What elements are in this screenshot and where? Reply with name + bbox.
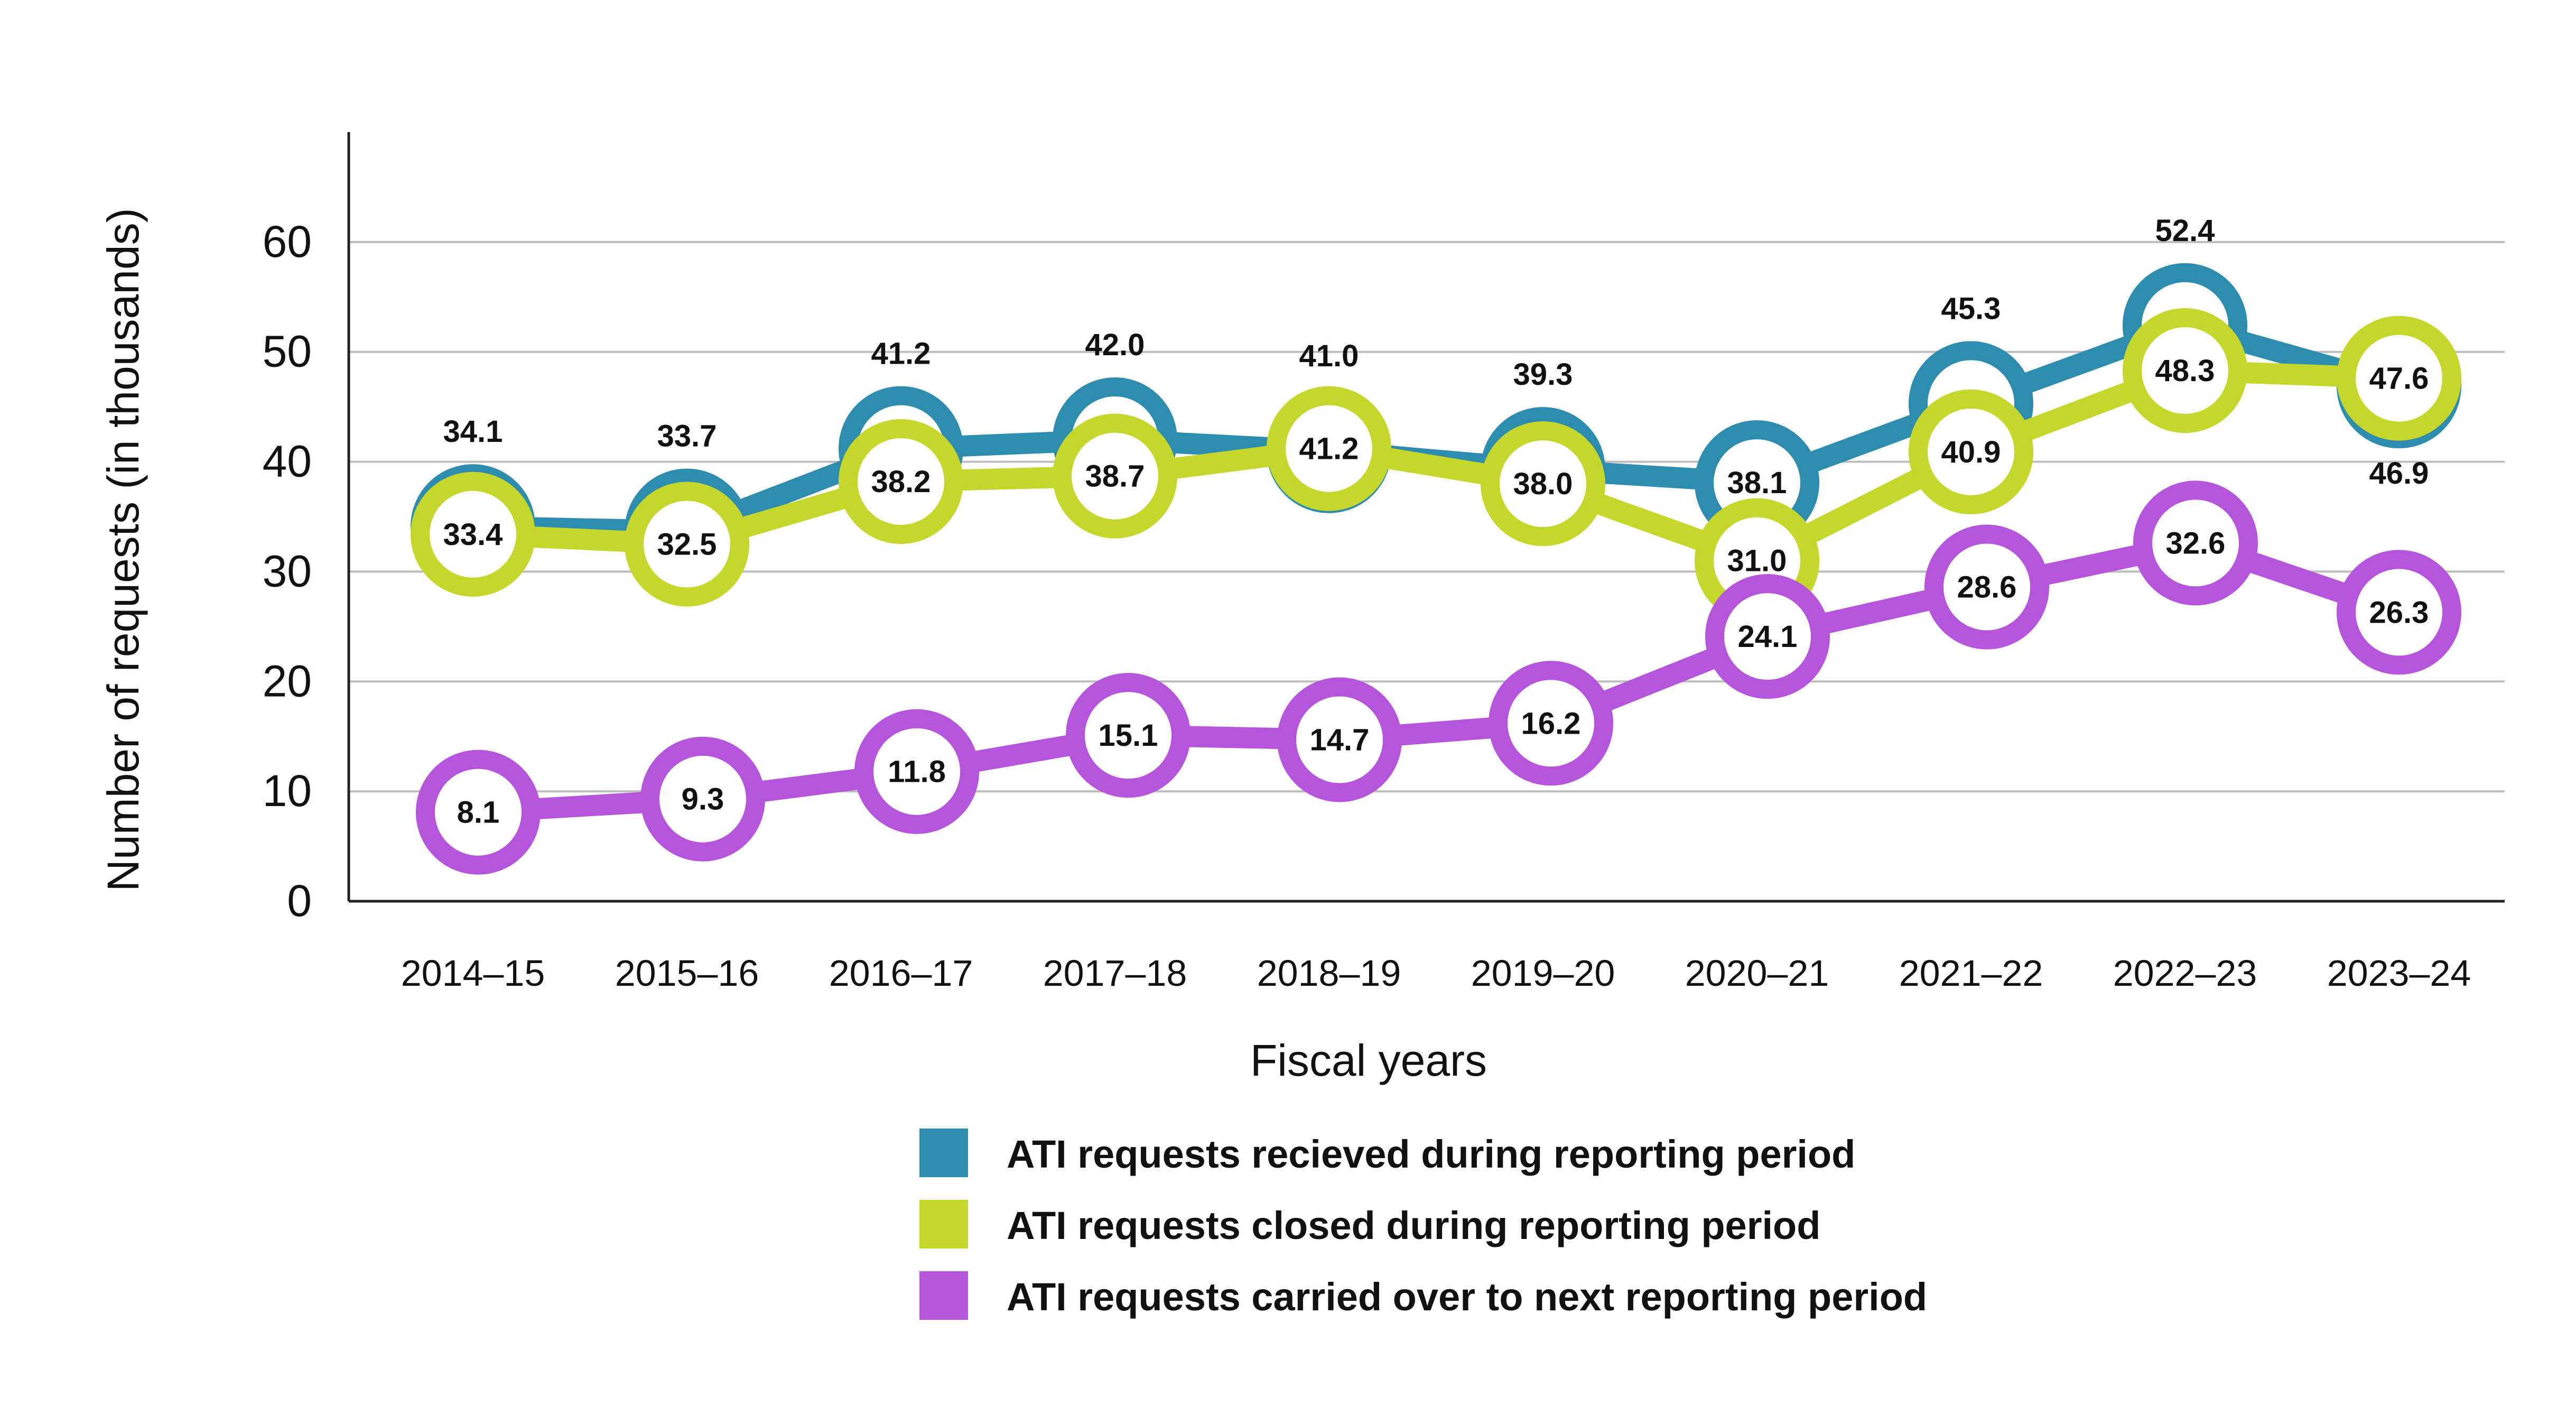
series-3-data-label-2023–24: 26.3	[2369, 595, 2429, 630]
x-tick-label-2020–21: 2020–21	[1685, 952, 1829, 994]
series-2-data-label-2019–20: 38.0	[1513, 467, 1573, 501]
series-2-point-2019–20	[1481, 421, 1605, 547]
series-1-data-label-2016–17: 41.2	[871, 337, 931, 371]
x-tick-label-2014–15: 2014–15	[401, 952, 545, 994]
series-3-line	[468, 532, 2410, 823]
legend-swatch-3	[919, 1271, 968, 1320]
series-3-data-label-2019–20: 16.2	[1521, 706, 1581, 741]
series-2: 33.4 32.5 38.2 38.7 41.2 38.0 31.0 40.9 48.3 47.6	[411, 308, 2461, 623]
series-2-data-label-2014–15: 33.4	[443, 517, 503, 552]
series-2-point-2018–19	[1267, 386, 1391, 511]
series-3-data-label-2014–15: 8.1	[457, 796, 500, 830]
series-1-data-label-2014–15: 34.1	[443, 414, 503, 449]
x-tick-label-2019–20: 2019–20	[1471, 952, 1615, 994]
series-3-data-label-2020–21: 24.1	[1738, 619, 1798, 654]
legend-label-1: ATI requests recieved during reporting p…	[1007, 1132, 1855, 1176]
y-tick-label-40: 40	[263, 437, 312, 486]
series-2-data-label-2022–23: 48.3	[2155, 354, 2215, 388]
series-2-data-label-2017–18: 38.7	[1085, 459, 1145, 494]
series-3-point-2019–20	[1489, 661, 1613, 786]
y-tick-label-30: 30	[263, 546, 312, 596]
legend: ATI requests recieved during reporting p…	[919, 1129, 1927, 1320]
y-tick-label-20: 20	[263, 656, 312, 706]
series-2-data-label-2018–19: 41.2	[1299, 432, 1359, 466]
series-3-data-label-2022–23: 32.6	[2166, 526, 2226, 560]
series-3-point-2016–17	[854, 709, 979, 834]
series-3-data-label-2021–22: 28.6	[1957, 570, 2017, 605]
x-tick-label-2023–24: 2023–24	[2327, 952, 2471, 994]
series-layer: 34.1 33.7 41.2 42.0 41.0 39.3 38.1 45.3 52.4 46.9…	[411, 214, 2461, 875]
series-3-data-label-2015–16: 9.3	[682, 782, 724, 817]
x-tick-label-2018–19: 2018–19	[1257, 952, 1401, 994]
series-3-data-label-2018–19: 14.7	[1310, 723, 1370, 757]
series-3-point-2015–16	[640, 736, 765, 862]
series-1-data-label-2020–21: 38.1	[1727, 466, 1787, 500]
series-3-point-2014–15	[416, 750, 541, 875]
series-1-data-label-2023–24: 46.9	[2369, 456, 2429, 491]
series-3-point-2017–18	[1066, 673, 1191, 798]
y-tick-label-60: 60	[263, 217, 312, 266]
y-tick-label-0: 0	[287, 876, 312, 926]
series-3-point-2022–23	[2133, 480, 2258, 606]
x-axis-title: Fiscal years	[1250, 1035, 1487, 1085]
series-3-point-2023–24	[2337, 550, 2461, 675]
series-2-data-label-2015–16: 32.5	[657, 527, 717, 561]
series-2-point-2021–22	[1909, 389, 2033, 514]
x-tick-label-2021–22: 2021–22	[1899, 952, 2043, 994]
series-2-point-2022–23	[2123, 308, 2247, 433]
x-tick-label-2022–23: 2022–23	[2113, 952, 2257, 994]
series-3-point-2018–19	[1277, 677, 1402, 802]
x-tick-label-2016–17: 2016–17	[829, 952, 973, 994]
series-1-data-label-2018–19: 41.0	[1299, 339, 1359, 373]
series-3-data-label-2017–18: 15.1	[1099, 718, 1158, 753]
legend-label-3: ATI requests carried over to next report…	[1007, 1275, 1927, 1319]
series-3-data-label-2016–17: 11.8	[888, 755, 946, 789]
series-3-point-2021–22	[1924, 524, 2049, 650]
series-2-data-label-2023–24: 47.6	[2369, 362, 2429, 396]
legend-swatch-1	[919, 1129, 968, 1177]
series-2-data-label-2016–17: 38.2	[871, 465, 931, 499]
series-2-point-2023–24	[2337, 316, 2461, 441]
series-1-data-label-2019–20: 39.3	[1513, 357, 1573, 392]
y-tick-label-10: 10	[263, 766, 312, 816]
series-2-point-2017–18	[1053, 413, 1177, 539]
series-3-point-2020–21	[1705, 574, 1830, 699]
y-tick-label-50: 50	[263, 327, 312, 376]
series-2-data-label-2020–21: 31.0	[1727, 544, 1787, 578]
series-2-data-label-2021–22: 40.9	[1941, 435, 2001, 469]
series-2-point-2014–15	[411, 471, 535, 597]
legend-swatch-2	[919, 1200, 968, 1248]
series-2-line	[462, 360, 2410, 571]
y-axis-title: Number of requests (in thousands)	[98, 208, 148, 891]
series-1-line	[462, 315, 2410, 542]
series-2-point-2015–16	[625, 482, 749, 607]
x-tick-label-2015–16: 2015–16	[615, 952, 759, 994]
series-1-data-label-2021–22: 45.3	[1941, 291, 2001, 326]
series-1-data-label-2017–18: 42.0	[1085, 328, 1145, 362]
series-1-data-label-2022–23: 52.4	[2155, 214, 2215, 248]
series-3: 8.1 9.3 11.8 15.1 14.7 16.2 24.1 28.6 32.6 26.3	[416, 480, 2461, 875]
legend-label-2: ATI requests closed during reporting per…	[1007, 1204, 1820, 1247]
series-2-point-2016–17	[839, 419, 963, 544]
series-1-data-label-2015–16: 33.7	[657, 419, 717, 454]
axis-layer: 0 10 20 30 40 50 60 2014–15 2015–16 2016–17 2017–1…	[263, 132, 2505, 994]
x-tick-label-2017–18: 2017–18	[1043, 952, 1187, 994]
